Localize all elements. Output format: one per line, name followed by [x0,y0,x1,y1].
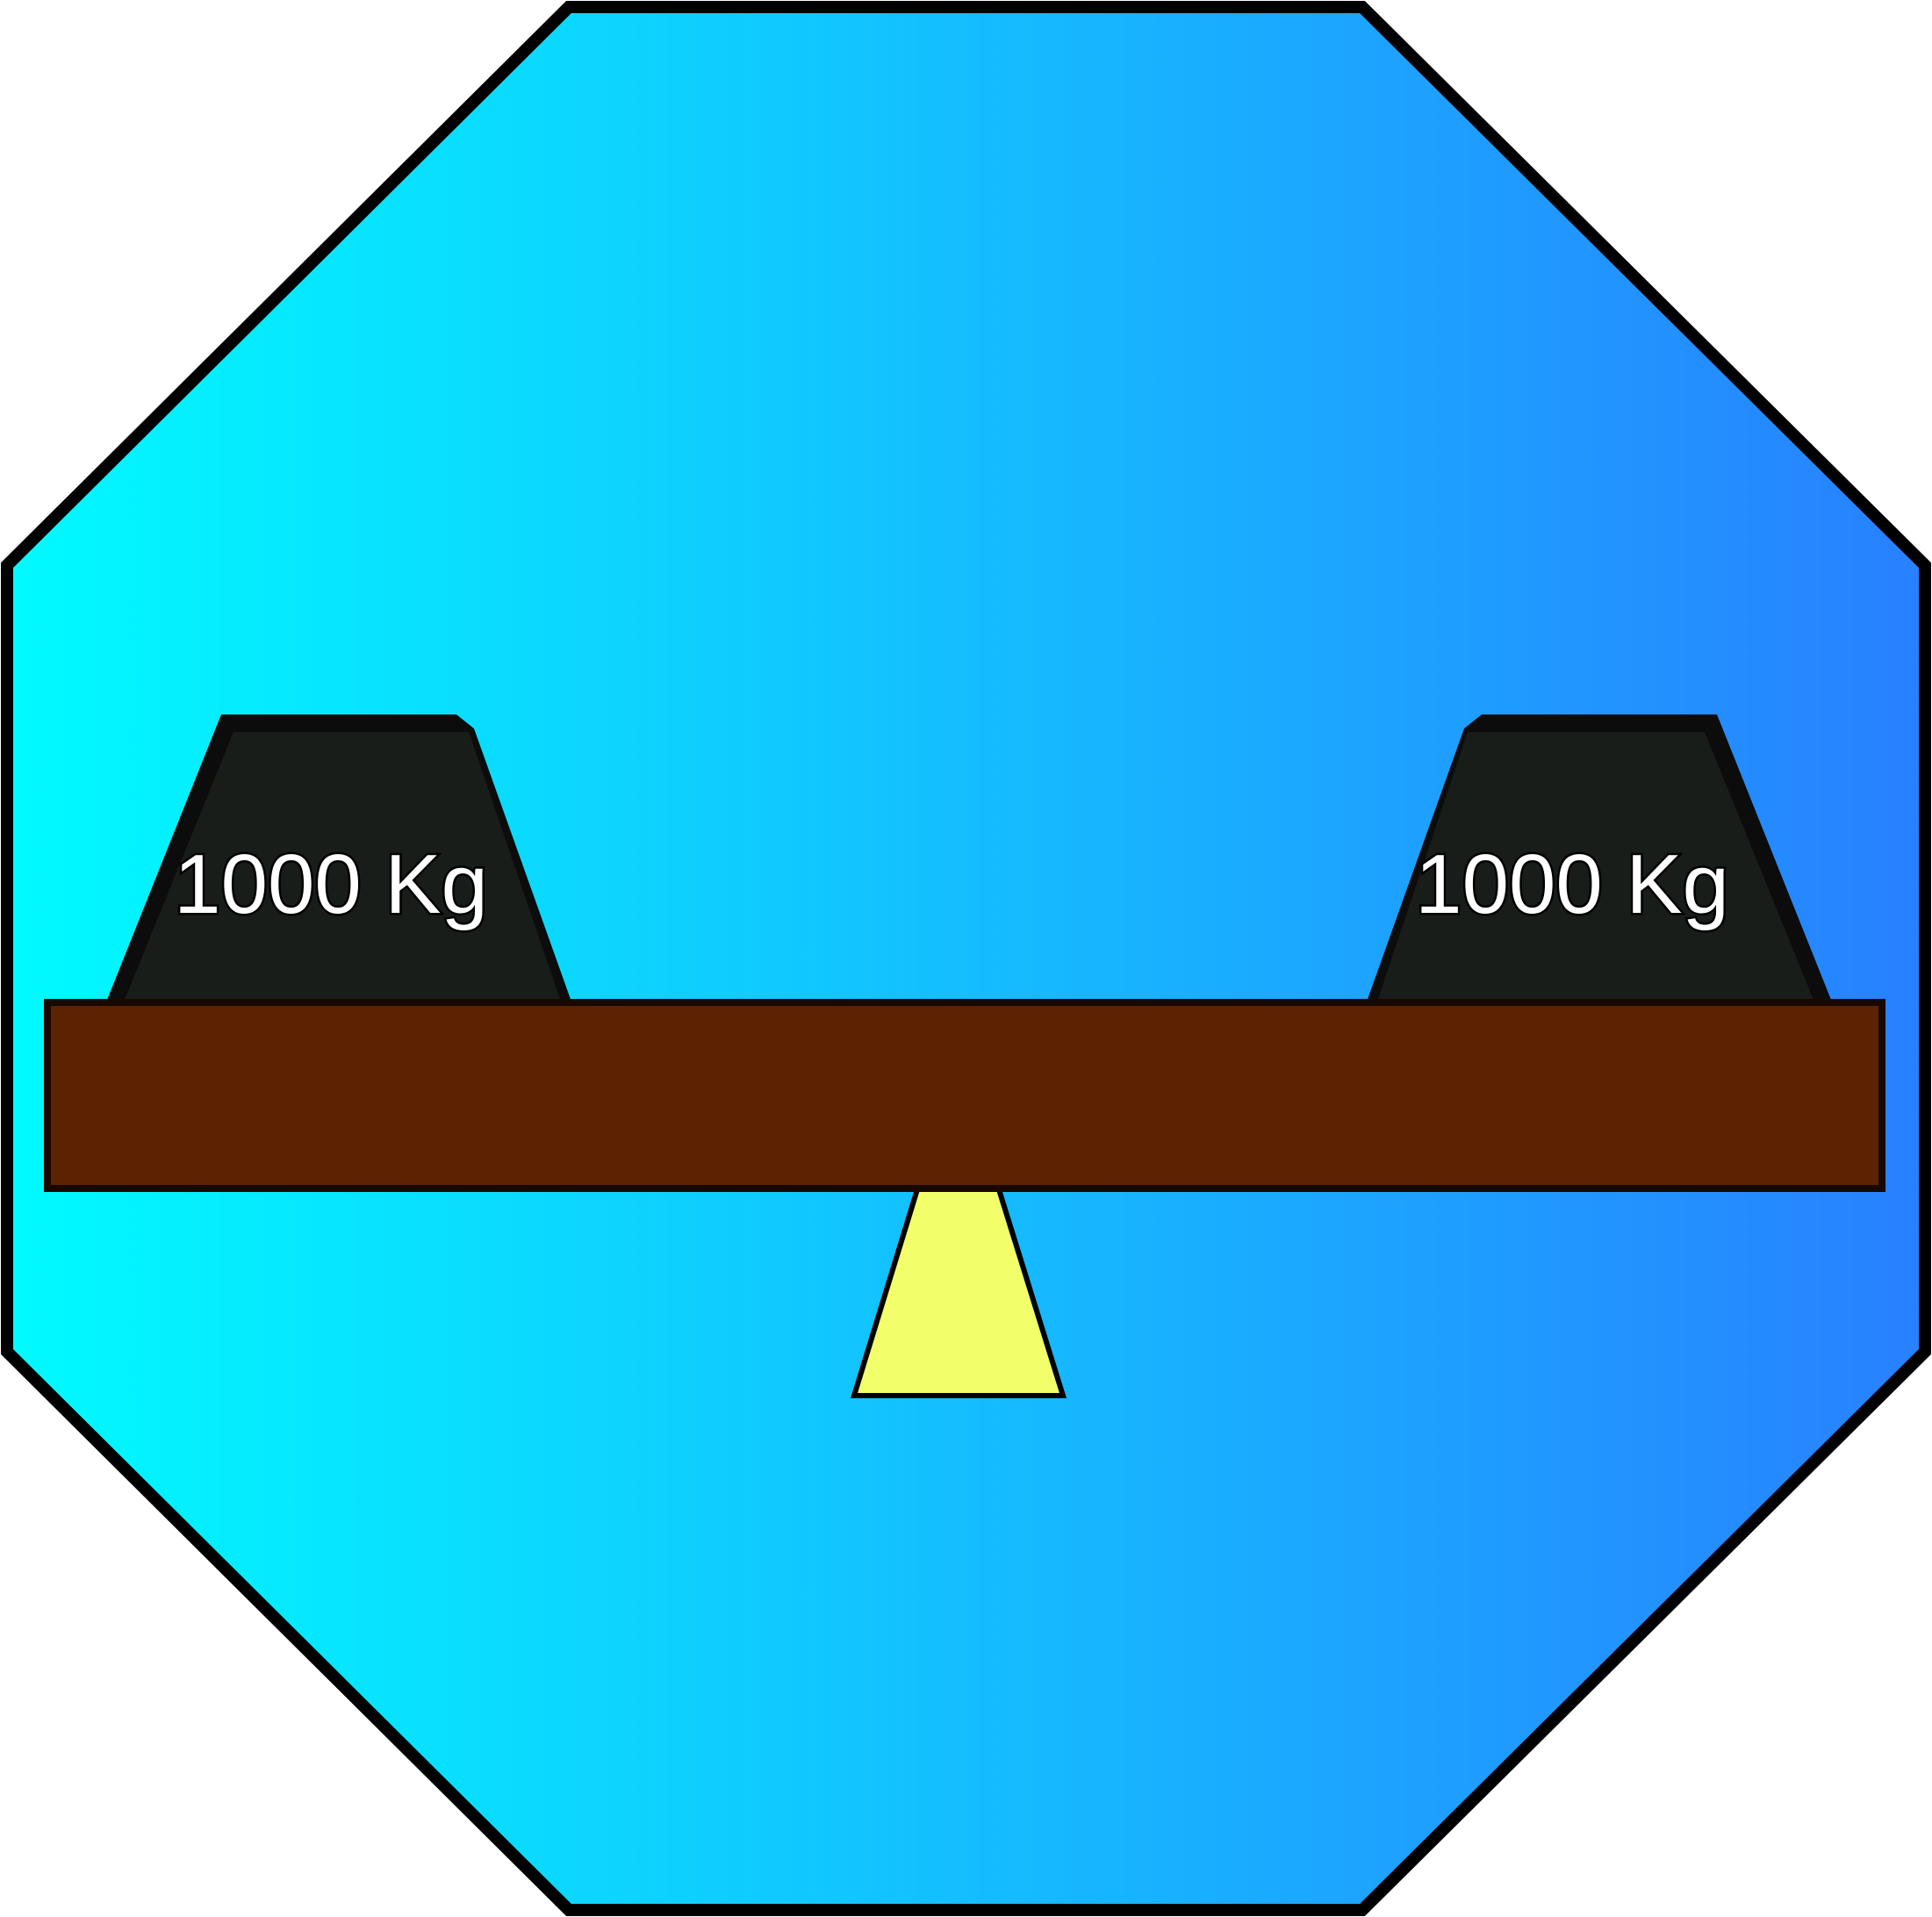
weight-block-face [1376,732,1815,1004]
weight-label-left: 1000 Kg [174,837,488,931]
weight-block-right: 1000 Kg [1366,714,1833,1004]
seesaw-beam-icon [44,999,1885,1192]
weight-label-right: 1000 Kg [1415,837,1729,931]
weight-block-face [123,732,562,1004]
weight-block-left: 1000 Kg [105,714,572,1004]
